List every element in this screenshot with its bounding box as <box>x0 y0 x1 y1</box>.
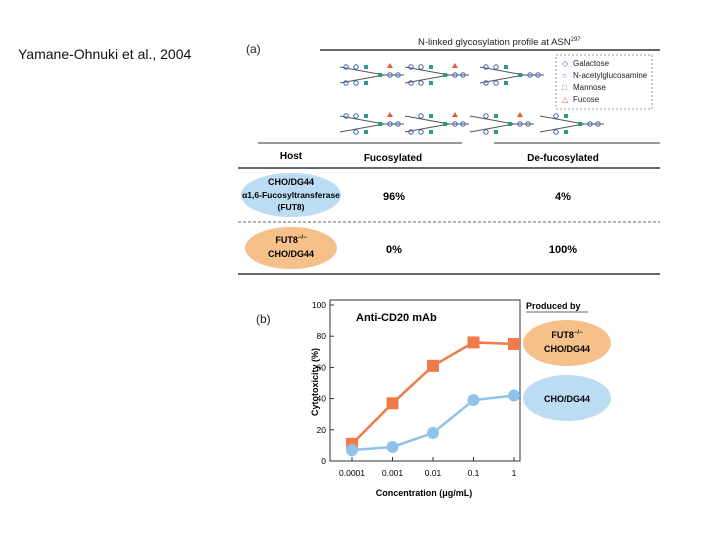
citation: Yamane-Ohnuki et al., 2004 <box>18 46 192 62</box>
panel-a-label: (a) <box>246 42 261 56</box>
host-badge-chodg44 <box>241 173 341 217</box>
y-axis-label: Cytotoxicity (%) <box>310 348 320 416</box>
host-badge-fut8 <box>245 227 337 269</box>
data-point-square <box>508 338 520 350</box>
produced-by-label: Produced by <box>526 301 581 311</box>
data-point-circle <box>346 444 358 457</box>
legend-entry: Mannose <box>573 83 606 92</box>
table-header-defucosylated: De-fucosylated <box>527 153 599 164</box>
fucosylated-value: 0% <box>386 244 402 256</box>
x-axis: 0.0001 0.001 0.01 0.1 1 <box>339 457 517 478</box>
legend-symbol-icon: ○ <box>562 71 567 80</box>
fucosylated-value: 96% <box>383 191 405 203</box>
y-tick-label: 60 <box>317 362 327 372</box>
legend-symbol-icon: △ <box>562 95 569 104</box>
glycan-structure <box>339 63 404 86</box>
data-point-square <box>386 397 399 410</box>
data-point-circle <box>427 426 439 439</box>
legend-entry: Fucose <box>573 95 600 104</box>
y-tick-label: 20 <box>317 425 327 435</box>
legend-symbol-icon: □ <box>562 83 567 92</box>
x-tick-label: 0.1 <box>468 468 480 478</box>
host-name: FUT8−/− <box>275 235 307 245</box>
host-cell-line: CHO/DG44 <box>268 249 314 259</box>
defucosylated-value: 100% <box>549 244 577 256</box>
badge-fut8-line2: CHO/DG44 <box>544 344 590 354</box>
y-tick-label: 40 <box>317 394 327 404</box>
y-tick-label: 80 <box>317 331 327 341</box>
x-tick-label: 1 <box>512 468 517 478</box>
host-enzyme-abbrev: (FUT8) <box>278 202 305 212</box>
glycan-structure <box>404 63 469 86</box>
glycan-structure <box>339 112 404 135</box>
table-header-host: Host <box>280 151 303 162</box>
table-header-fucosylated: Fucosylated <box>364 153 422 164</box>
glycan-legend-box <box>555 54 653 110</box>
badge-chodg44-label: CHO/DG44 <box>544 394 590 404</box>
legend-symbol-icon: ◇ <box>562 59 569 68</box>
data-point-square <box>427 359 439 372</box>
y-tick-label: 100 <box>312 300 326 310</box>
y-tick-label: 0 <box>321 456 326 466</box>
glycan-structure <box>539 113 604 135</box>
x-axis-label: Concentration (μg/mL) <box>376 488 473 498</box>
glycan-structures <box>339 63 604 135</box>
chart-title: Anti-CD20 mAb <box>356 312 437 324</box>
glycan-legend: ◇ Galactose ○ N-acetylglucosamine □ Mannose △ F… <box>562 59 648 104</box>
data-point-circle <box>467 394 480 407</box>
data-point-circle <box>386 440 399 453</box>
badge-chodg44 <box>523 375 611 421</box>
glycan-structure <box>469 112 534 135</box>
series-layer <box>346 336 520 457</box>
y-axis: 0 20 40 60 80 100 <box>312 300 334 466</box>
defucosylated-value: 4% <box>555 191 571 203</box>
x-tick-label: 0.001 <box>382 468 404 478</box>
legend-entry: Galactose <box>573 59 610 68</box>
host-name: CHO/DG44 <box>268 177 314 187</box>
badge-fut8 <box>523 320 611 366</box>
badge-fut8-line1: FUT8−/− <box>551 330 583 340</box>
host-enzyme: α1,6-Fucosyltransferase <box>242 190 340 200</box>
glycan-structure <box>479 64 544 86</box>
glycosylation-header: N-linked glycosylation profile at ASN297 <box>418 37 581 48</box>
panel-b-label: (b) <box>256 312 271 326</box>
x-tick-label: 0.0001 <box>339 468 365 478</box>
data-point-circle <box>508 389 520 402</box>
data-point-square <box>467 336 480 349</box>
x-tick-label: 0.01 <box>425 468 442 478</box>
legend-entry: N-acetylglucosamine <box>573 71 648 80</box>
glycan-structure <box>404 112 469 135</box>
